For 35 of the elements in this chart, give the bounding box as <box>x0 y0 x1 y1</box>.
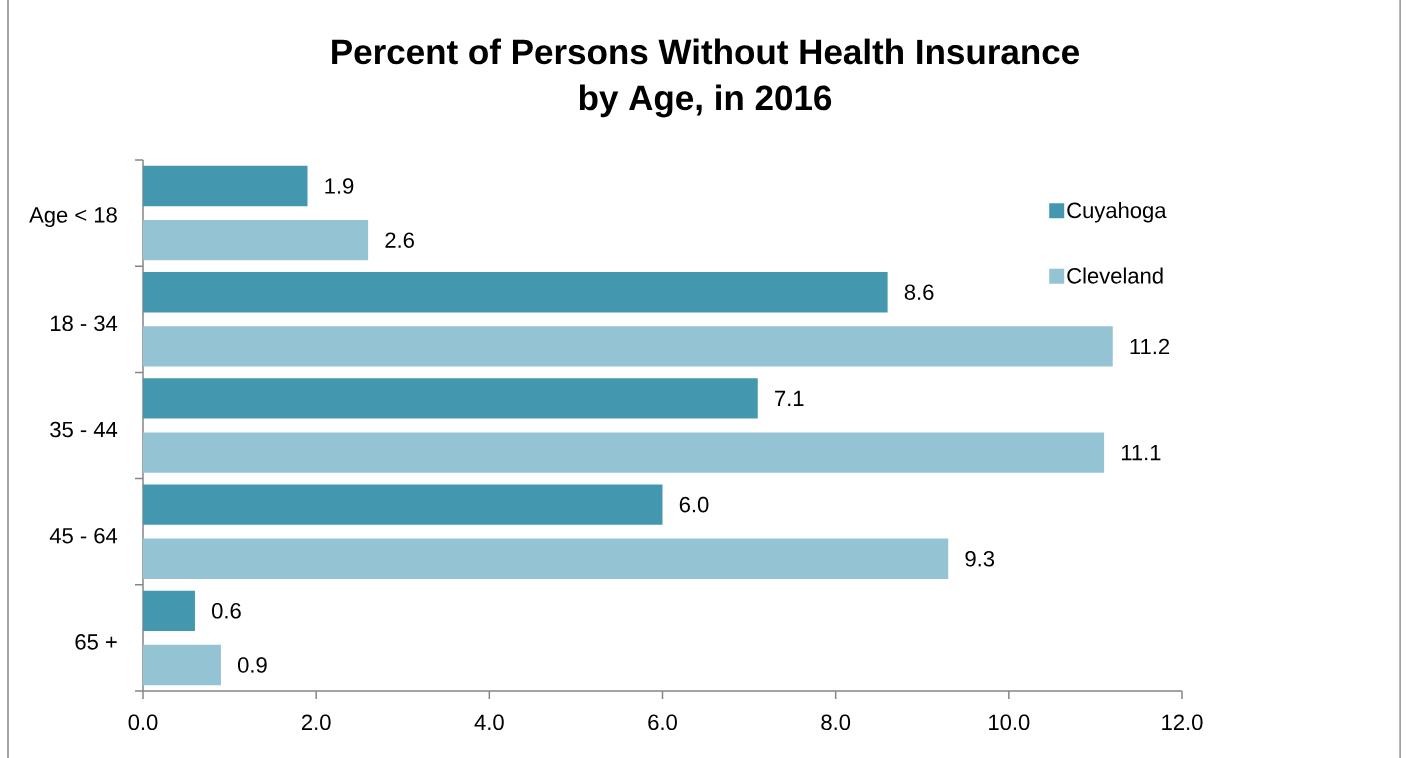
bar <box>143 165 308 207</box>
bar <box>143 644 221 686</box>
x-tick-label: 0.0 <box>128 714 158 731</box>
bar <box>143 272 888 313</box>
y-tick-label: 18 - 34 <box>50 315 118 332</box>
x-tick-label: 10.0 <box>989 714 1030 731</box>
data-label: 8.6 <box>904 284 934 301</box>
legend-label: Cleveland <box>1067 267 1163 284</box>
data-label: 6.0 <box>679 496 709 513</box>
data-label: 0.9 <box>237 657 267 673</box>
data-label: 0.6 <box>212 603 241 619</box>
legend-label: Cuyahoga <box>1067 202 1167 223</box>
x-tick-label: 6.0 <box>648 714 677 731</box>
bar <box>143 378 758 419</box>
data-label: 9.3 <box>965 550 995 567</box>
bar <box>143 590 195 631</box>
data-label: 7.1 <box>775 390 804 406</box>
y-tick-label: 45 - 64 <box>49 527 118 544</box>
x-tick-label: 12.0 <box>1162 714 1203 731</box>
chart-title: Percent of Persons Without Health Insurance by Age, in 2016 <box>332 38 1079 118</box>
data-label: 1.9 <box>325 178 354 194</box>
data-label: 11.1 <box>1121 445 1161 461</box>
y-tick-label: Age < 18 <box>29 207 117 228</box>
bar <box>143 432 1105 473</box>
data-label: 2.6 <box>385 232 414 248</box>
x-tick-label: 4.0 <box>474 714 504 731</box>
y-tick-label: 35 - 44 <box>50 421 118 438</box>
bar <box>143 484 663 525</box>
bar <box>143 326 1113 367</box>
x-tick-label: 2.0 <box>301 714 331 731</box>
x-tick-label: 8.0 <box>821 714 851 731</box>
bar <box>143 538 949 579</box>
data-label: 11.2 <box>1130 338 1170 355</box>
bar <box>143 220 369 261</box>
y-tick-label: 65 + <box>75 634 117 650</box>
